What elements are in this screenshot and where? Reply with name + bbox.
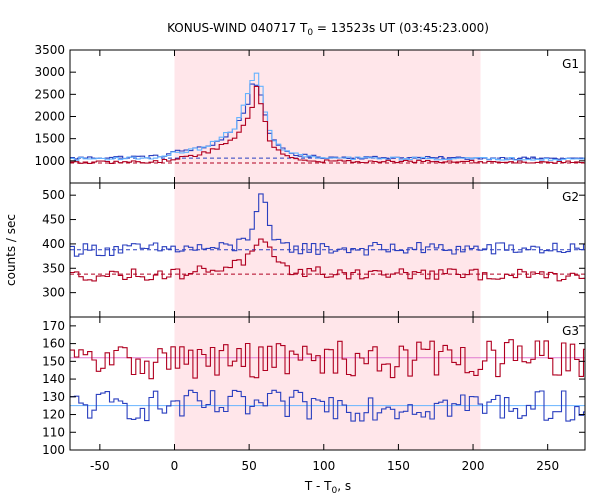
chart-title-rest: = 13523s UT (03:45:23.000) bbox=[313, 21, 489, 35]
y-tick-label: 120 bbox=[42, 408, 65, 422]
y-tick-label: 160 bbox=[42, 337, 65, 351]
y-tick-label: 110 bbox=[42, 425, 65, 439]
panel-label: G2 bbox=[562, 190, 579, 204]
x-tick-labels: -50 0 50 100 150 200 250 bbox=[90, 459, 559, 473]
chart-title-sub: 0 bbox=[307, 28, 313, 38]
y-tick-label: 3500 bbox=[34, 43, 65, 57]
series-red bbox=[70, 339, 585, 380]
y-tick-label: 3000 bbox=[34, 65, 65, 79]
chart-title: KONUS-WIND 040717 T0 = 13523s UT (03:45:… bbox=[167, 21, 489, 38]
y-tick-label: 130 bbox=[42, 390, 65, 404]
panel-g2: 300 350 400 450 500 G2 bbox=[42, 182, 586, 318]
chart-title-main: KONUS-WIND 040717 T bbox=[167, 21, 308, 35]
x-tick-label: 200 bbox=[462, 459, 485, 473]
series-red bbox=[70, 85, 585, 164]
series-blue bbox=[70, 389, 585, 422]
x-axis-label-sub: 0 bbox=[332, 486, 338, 496]
y-tick-label: 170 bbox=[42, 319, 65, 333]
x-tick-label: 100 bbox=[312, 459, 335, 473]
x-tick-label: 0 bbox=[171, 459, 179, 473]
y-tick-label: 140 bbox=[42, 372, 65, 386]
y-tick-label: 350 bbox=[42, 261, 65, 275]
series-red bbox=[70, 238, 585, 282]
y-tick-label: 500 bbox=[42, 188, 65, 202]
y-tick-label: 300 bbox=[42, 286, 65, 300]
x-tick-label: 250 bbox=[536, 459, 559, 473]
y-tick-label: 150 bbox=[42, 354, 65, 368]
y-tick-label: 400 bbox=[42, 237, 65, 251]
x-axis-label: T - T0, s bbox=[304, 479, 351, 496]
x-tick-label: 150 bbox=[387, 459, 410, 473]
y-axis-label: counts / sec bbox=[4, 214, 18, 286]
panel-label: G1 bbox=[562, 57, 579, 71]
y-tick-label: 100 bbox=[42, 443, 65, 457]
panel-label: G3 bbox=[562, 324, 579, 338]
y-tick-label: 450 bbox=[42, 213, 65, 227]
panel-frame bbox=[69, 316, 586, 451]
y-tick-label: 2000 bbox=[34, 110, 65, 124]
panel-g3: 100 110 120 130 140 150 160 170 G3 bbox=[42, 316, 586, 457]
y-tick-label: 1000 bbox=[34, 154, 65, 168]
series-blue bbox=[70, 193, 585, 257]
x-axis-label-rest: , s bbox=[337, 479, 351, 493]
series-light-blue bbox=[70, 72, 585, 161]
y-tick-label: 1500 bbox=[34, 132, 65, 146]
panels: 100015002000250030003500G130035040045050… bbox=[34, 43, 586, 473]
x-tick-label: -50 bbox=[90, 459, 110, 473]
x-tick-label: 50 bbox=[241, 459, 256, 473]
shaded-interval bbox=[174, 317, 481, 450]
y-tick-label: 2500 bbox=[34, 87, 65, 101]
x-axis-label-main: T - T bbox=[304, 479, 332, 493]
panel-g1: 1000 1500 2000 2500 3000 3500 G1 bbox=[34, 43, 586, 184]
